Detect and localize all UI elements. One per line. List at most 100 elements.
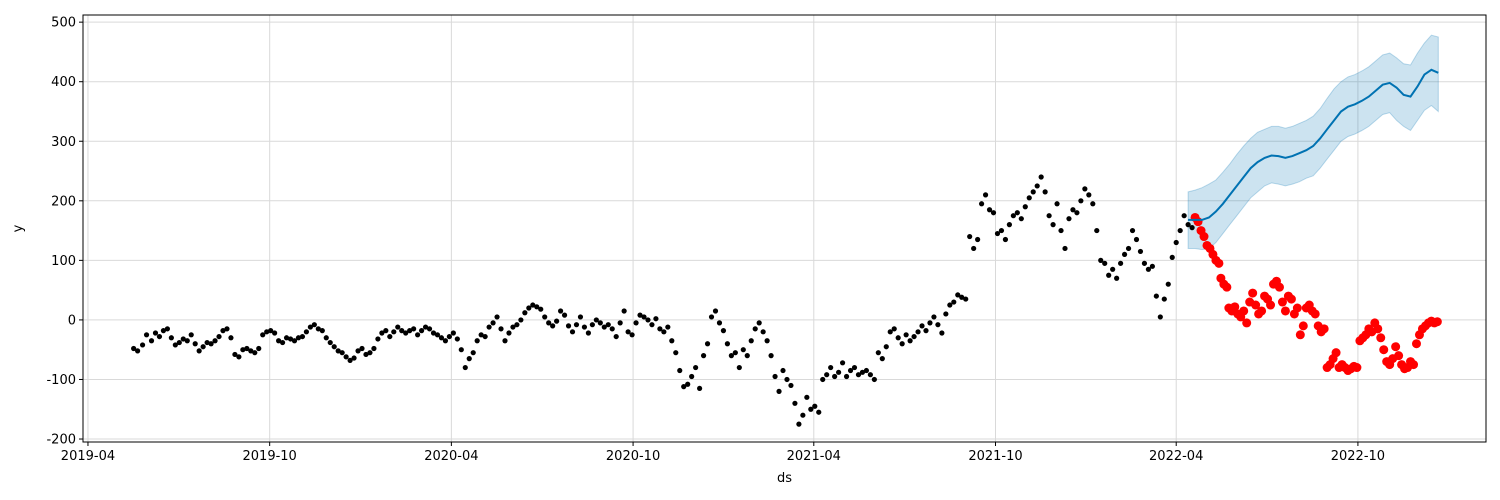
history-point: [891, 326, 897, 332]
history-point: [351, 355, 357, 361]
history-point: [1022, 204, 1028, 210]
actual-point: [1352, 363, 1362, 373]
history-point: [1133, 236, 1140, 243]
history-point: [629, 332, 635, 338]
history-point: [641, 314, 647, 320]
history-point: [550, 323, 556, 329]
history-point: [697, 385, 703, 392]
y-tick-label: 0: [68, 313, 76, 328]
x-tick-label: 2022-10: [1331, 449, 1385, 464]
history-point: [1034, 183, 1040, 189]
y-tick-label: -100: [46, 373, 76, 388]
history-point: [724, 341, 731, 347]
history-point: [978, 201, 985, 207]
history-point: [1141, 260, 1148, 266]
history-point: [1118, 260, 1124, 266]
actual-point: [1376, 333, 1386, 343]
history-point: [907, 338, 913, 344]
history-point: [609, 326, 615, 332]
history-point: [808, 406, 814, 412]
history-point: [422, 324, 429, 330]
history-point: [534, 304, 540, 310]
actual-point: [1373, 324, 1383, 334]
history-point: [975, 236, 981, 243]
history-point: [407, 328, 413, 334]
history-point: [1106, 272, 1112, 278]
history-point: [693, 364, 699, 371]
history-point: [605, 322, 611, 328]
history-point: [657, 326, 663, 332]
x-tick-label: 2021-10: [968, 449, 1022, 464]
history-point: [542, 314, 548, 320]
history-point: [959, 294, 965, 300]
history-point: [143, 332, 150, 338]
history-point: [645, 317, 651, 323]
history-point: [796, 421, 802, 427]
history-point: [260, 332, 266, 338]
actual-point: [1242, 318, 1252, 328]
x-axis: 2019-04 2019-10 2020-04 2020-10 2021-04 2021-…: [61, 442, 1385, 464]
history-point: [216, 333, 222, 340]
actual-point: [1222, 282, 1232, 292]
history-point: [228, 335, 234, 341]
history-point: [450, 330, 456, 336]
history-point: [148, 338, 155, 344]
history-point: [748, 338, 754, 344]
history-point: [1165, 281, 1171, 287]
history-point: [784, 376, 790, 383]
actual-point: [1286, 294, 1296, 304]
history-point: [1086, 192, 1092, 198]
history-point: [554, 318, 560, 324]
history-point: [712, 308, 719, 314]
history-point: [1090, 201, 1096, 207]
history-point: [665, 324, 671, 330]
history-point: [131, 345, 137, 352]
history-point: [577, 314, 584, 320]
history-point: [816, 409, 822, 415]
history-point: [339, 350, 345, 356]
y-tick-label: 300: [51, 135, 76, 150]
history-point: [1014, 210, 1020, 216]
history-point: [887, 329, 893, 335]
actual-point: [1409, 360, 1419, 370]
history-point: [593, 317, 599, 323]
actual-point: [1274, 282, 1284, 292]
actual-point: [1277, 297, 1287, 307]
history-point: [180, 336, 186, 342]
history-point: [998, 227, 1005, 234]
history-point: [772, 373, 778, 380]
x-tick-label: 2019-10: [243, 449, 297, 464]
history-point: [859, 369, 866, 375]
history-point: [732, 350, 738, 356]
y-axis: -200 -100 0 100 200 300 400 500: [46, 16, 83, 448]
history-point: [736, 364, 742, 371]
history-point: [1078, 198, 1084, 204]
history-point: [1169, 254, 1175, 260]
actual-point: [1298, 321, 1308, 331]
history-point: [494, 314, 500, 320]
history-point: [915, 329, 921, 335]
history-point: [720, 328, 727, 334]
y-tick-label: -200: [46, 433, 76, 448]
history-point: [1054, 201, 1060, 207]
history-point: [522, 310, 528, 316]
history-point: [371, 345, 377, 352]
history-point: [704, 341, 711, 347]
history-point: [498, 326, 504, 332]
history-point: [764, 338, 770, 344]
history-point: [446, 333, 452, 340]
history-point: [1050, 222, 1056, 228]
history-point: [1082, 186, 1088, 192]
y-axis-label: y: [11, 224, 26, 232]
history-point: [589, 322, 595, 328]
history-point: [1185, 222, 1191, 228]
history-point: [490, 320, 496, 326]
history-point: [168, 335, 174, 341]
history-point: [939, 330, 945, 336]
history-point: [1102, 260, 1108, 266]
history-point: [1038, 174, 1044, 180]
actual-point: [1214, 258, 1224, 268]
history-point: [176, 339, 182, 346]
actual-point: [1280, 306, 1290, 316]
history-point: [581, 324, 588, 330]
